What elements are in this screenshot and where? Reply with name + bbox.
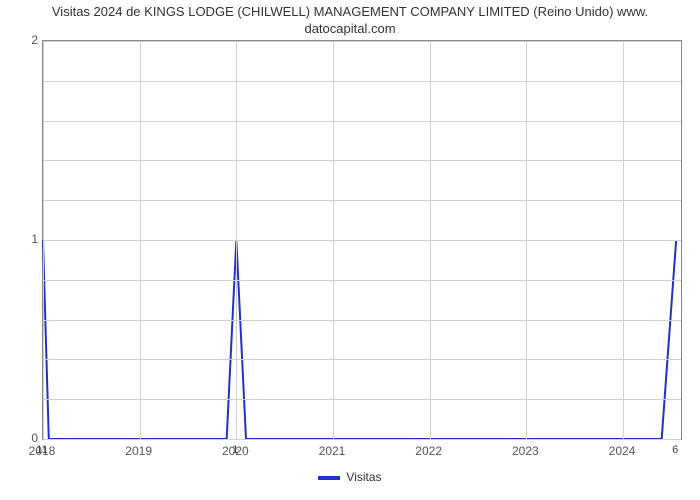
visits-chart: Visitas 2024 de KINGS LODGE (CHILWELL) M… — [0, 0, 700, 500]
visits-line — [43, 240, 676, 439]
gridline-v — [333, 41, 334, 439]
gridline-v — [526, 41, 527, 439]
gridline-h — [43, 439, 681, 440]
gridline-v — [623, 41, 624, 439]
x-tick-label: 2024 — [609, 444, 636, 458]
gridline-v — [43, 41, 44, 439]
x-tick-label: 2021 — [319, 444, 346, 458]
plot-area — [42, 40, 682, 440]
chart-title-line2: datocapital.com — [304, 21, 395, 36]
gridline-v — [236, 41, 237, 439]
value-label: 11 — [36, 444, 47, 456]
x-tick-label: 2022 — [415, 444, 442, 458]
legend-swatch — [318, 476, 340, 480]
legend: Visitas — [0, 470, 700, 484]
chart-title: Visitas 2024 de KINGS LODGE (CHILWELL) M… — [0, 0, 700, 38]
legend-label: Visitas — [346, 470, 381, 484]
chart-title-line1: Visitas 2024 de KINGS LODGE (CHILWELL) M… — [52, 4, 648, 19]
value-label: 6 — [672, 444, 678, 456]
x-tick-label: 2023 — [512, 444, 539, 458]
value-label: 1 — [232, 444, 238, 456]
gridline-v — [430, 41, 431, 439]
gridline-v — [140, 41, 141, 439]
y-tick-label: 0 — [8, 431, 38, 445]
x-tick-label: 2019 — [125, 444, 152, 458]
y-tick-label: 2 — [8, 33, 38, 47]
y-tick-label: 1 — [8, 232, 38, 246]
